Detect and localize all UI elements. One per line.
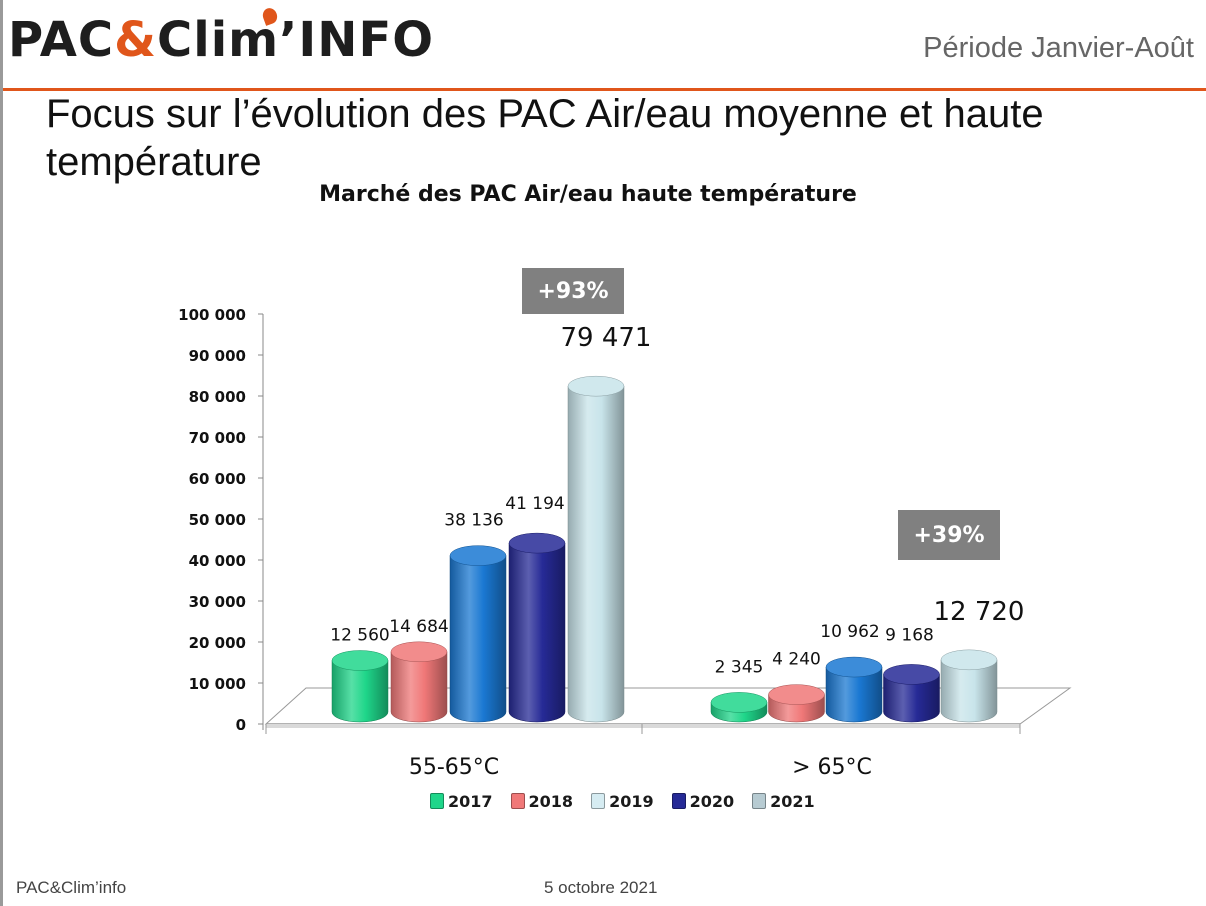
legend-swatch-icon [671, 793, 686, 809]
bar-top-2018-55-65 [390, 641, 448, 663]
bar-top-2019-over-65 [825, 656, 883, 678]
y-tick-label: 60 000 [189, 470, 246, 488]
growth-badge-over-65: +39% [898, 510, 1000, 560]
bar-2020-over-65 [883, 674, 940, 723]
bar-2021-over-65 [940, 659, 998, 723]
data-label-2019-over-65: 10 962 [820, 622, 879, 642]
y-tick-label: 100 000 [178, 306, 246, 324]
y-tick-label: 80 000 [189, 388, 246, 406]
logo-text-clim: Clim [157, 12, 280, 68]
legend-swatch-icon [591, 793, 606, 809]
bar-top-2019-55-65 [449, 545, 507, 566]
logo-text-pac: PAC [8, 12, 115, 68]
chart-floor-edge [266, 724, 1020, 728]
bar-top-2020-55-65 [508, 532, 566, 554]
bar-2019-over-65 [825, 666, 883, 723]
data-label-2021-over-65: 12 720 [934, 597, 1025, 627]
chart-legend: 2017 2018 2019 2020 2021 [430, 788, 815, 814]
y-tick-label: 40 000 [189, 552, 246, 570]
legend-item-2019: 2019 [591, 792, 654, 811]
y-tick-label: 0 [236, 716, 246, 734]
legend-item-2021: 2021 [752, 792, 815, 811]
y-tick-label: 70 000 [189, 429, 246, 447]
legend-label: 2019 [609, 791, 654, 811]
legend-swatch-icon [510, 793, 525, 809]
data-label-2018-55-65: 14 684 [389, 617, 448, 637]
chart-title: Marché des PAC Air/eau haute température [319, 182, 857, 207]
y-tick-label: 20 000 [189, 634, 246, 652]
bar-top-2017-55-65 [331, 650, 389, 671]
logo-text-info: INFO [298, 12, 435, 68]
bar-top-2021-over-65 [940, 649, 998, 671]
y-tick-label: 10 000 [189, 675, 246, 693]
data-label-2018-over-65: 4 240 [772, 650, 821, 670]
legend-label: 2017 [448, 791, 493, 811]
data-label-2019-55-65: 38 136 [444, 511, 503, 531]
bar-2019-55-65 [449, 555, 507, 723]
bar-2017-55-65 [331, 660, 389, 723]
bar-top-2018-over-65 [768, 684, 825, 705]
logo-apostrophe: ’ [279, 12, 299, 68]
legend-label: 2018 [528, 791, 574, 811]
y-tick-label: 30 000 [189, 593, 246, 611]
y-tick-label: 90 000 [189, 347, 246, 365]
data-label-2017-55-65: 12 560 [330, 626, 389, 646]
legend-label: 2021 [770, 791, 815, 811]
data-label-2017-over-65: 2 345 [715, 657, 764, 677]
legend-swatch-icon [752, 793, 767, 809]
bar-top-2017-over-65 [710, 692, 768, 713]
pac-clim-info-logo: PAC&Clim’INFO [8, 6, 435, 72]
legend-item-2018: 2018 [510, 791, 574, 811]
bar-2020-55-65 [508, 542, 566, 723]
data-label-2020-over-65: 9 168 [885, 625, 934, 645]
bar-2021-55-65 [567, 385, 625, 723]
legend-swatch-icon [430, 793, 444, 809]
legend-item-2017: 2017 [430, 792, 493, 811]
category-label: > 65°C [792, 755, 872, 780]
slide-left-border [0, 0, 3, 906]
legend-label: 2020 [689, 791, 735, 811]
header-rule [3, 88, 1206, 91]
period-label: Période Janvier-Août [923, 32, 1194, 64]
legend-item-2020: 2020 [671, 791, 735, 811]
y-tick-label: 50 000 [189, 511, 246, 529]
footer-source: PAC&Clim’info [16, 878, 127, 897]
bar-top-2021-55-65 [567, 375, 625, 397]
data-label-2021-55-65: 79 471 [561, 323, 652, 353]
slide-title: Focus sur l’évolution des PAC Air/eau mo… [46, 92, 1044, 184]
growth-badge-55-65: +93% [522, 268, 624, 314]
logo-ampersand: & [114, 12, 158, 68]
category-label: 55-65°C [409, 755, 499, 780]
bar-2018-55-65 [390, 651, 448, 723]
bar-top-2020-over-65 [883, 664, 940, 685]
footer-date: 5 octobre 2021 [544, 878, 658, 897]
data-label-2020-55-65: 41 194 [505, 494, 564, 514]
